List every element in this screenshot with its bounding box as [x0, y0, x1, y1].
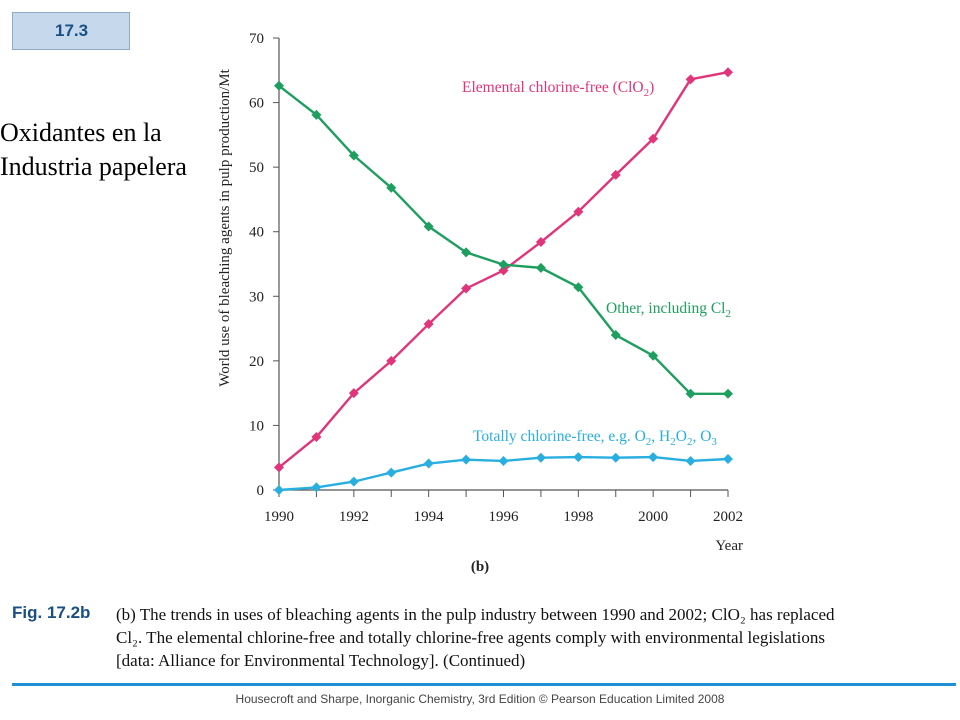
y-tick-label: 30 — [249, 289, 264, 305]
y-tick-label: 20 — [249, 354, 264, 370]
x-tick-label: 2002 — [713, 509, 743, 525]
series-ecf — [274, 67, 733, 473]
data-point-other — [610, 330, 621, 341]
data-point-other — [423, 221, 434, 232]
series-label-tcf: Totally chlorine-free, e.g. O2, H2O2, O3 — [473, 428, 717, 448]
figure-caption: (b) The trends in uses of bleaching agen… — [116, 603, 916, 672]
data-point-tcf — [535, 452, 546, 463]
data-point-ecf — [386, 355, 397, 366]
footer-credit: Housecroft and Sharpe, Inorganic Chemist… — [235, 692, 725, 706]
data-point-other — [274, 80, 284, 91]
data-point-tcf — [386, 467, 397, 478]
data-point-tcf — [648, 452, 659, 463]
series-label-other: Other, including Cl2 — [606, 300, 731, 320]
data-point-other — [685, 388, 696, 399]
slide-number: 17.3 — [55, 21, 89, 40]
series-line-other — [278, 84, 728, 395]
footer-divider — [12, 683, 956, 686]
slide-title: Oxidantes en la Industria papelera — [0, 116, 240, 184]
data-point-ecf — [648, 133, 659, 144]
data-point-other — [723, 388, 733, 399]
data-point-ecf — [274, 462, 284, 473]
data-point-ecf — [461, 283, 472, 294]
data-point-ecf — [685, 74, 696, 85]
data-point-ecf — [423, 319, 434, 330]
data-point-other — [348, 150, 359, 161]
data-point-tcf — [423, 458, 434, 469]
data-point-tcf — [685, 455, 696, 466]
x-tick-label: 1998 — [563, 509, 593, 525]
x-tick-label: 1992 — [339, 509, 369, 525]
y-tick-label: 40 — [249, 225, 264, 241]
data-point-other — [535, 262, 546, 273]
data-point-tcf — [573, 452, 584, 463]
data-point-tcf — [723, 454, 733, 465]
data-point-other — [386, 182, 397, 193]
data-point-tcf — [498, 455, 509, 466]
y-tick-label: 50 — [249, 160, 264, 176]
data-point-tcf — [348, 476, 359, 487]
panel-label: (b) — [471, 559, 489, 575]
slide-title-line-2: Industria papelera — [0, 152, 187, 181]
data-point-ecf — [610, 169, 621, 180]
data-point-tcf — [274, 485, 284, 495]
y-tick-label: 10 — [249, 418, 264, 434]
series-tcf — [274, 452, 733, 495]
data-point-ecf — [311, 432, 322, 443]
data-point-ecf — [348, 388, 359, 399]
data-point-other — [311, 109, 322, 120]
data-point-other — [573, 282, 584, 293]
y-tick-label: 70 — [249, 31, 264, 47]
series-other — [274, 80, 733, 399]
x-tick-label: 2000 — [638, 509, 668, 525]
figure-label: Fig. 17.2b — [12, 603, 91, 622]
caption-line-1: (b) The trends in uses of bleaching agen… — [116, 605, 835, 624]
slide-number-badge: 17.3 — [12, 12, 130, 50]
bleaching-agents-chart: 0 10 20 30 40 50 60 70 1990 1992 1994 1996 1998 2000 2… — [217, 31, 743, 575]
chart-axes: 0 10 20 30 40 50 60 70 1990 1992 1994 1996 1998 2000 2… — [249, 31, 743, 525]
data-point-ecf — [573, 206, 584, 217]
data-point-ecf — [723, 67, 733, 78]
caption-line-3: [data: Alliance for Environmental Techno… — [116, 651, 526, 670]
data-point-other — [648, 350, 659, 361]
x-tick-label: 1996 — [489, 509, 520, 525]
x-axis-label: Year — [715, 538, 743, 554]
chart-series — [274, 67, 733, 495]
y-axis-label: World use of bleaching agents in pulp pr… — [217, 68, 233, 386]
y-tick-label: 60 — [249, 96, 264, 112]
data-point-tcf — [311, 482, 322, 493]
y-tick-label: 0 — [257, 483, 265, 499]
data-point-ecf — [535, 237, 546, 248]
slide-title-line-1: Oxidantes en la — [0, 118, 162, 147]
data-point-tcf — [610, 452, 621, 463]
data-point-ecf — [498, 265, 509, 276]
series-label-ecf: Elemental chlorine-free (ClO2) — [462, 79, 654, 99]
x-tick-label: 1990 — [264, 509, 294, 525]
data-point-other — [461, 247, 472, 258]
series-labels: Elemental chlorine-free (ClO2) Other, in… — [462, 79, 731, 448]
x-tick-label: 1994 — [414, 509, 445, 525]
data-point-tcf — [461, 454, 472, 465]
caption-line-2: Cl₂. The elemental chlorine-free and tot… — [116, 628, 825, 647]
data-point-other — [498, 259, 509, 270]
